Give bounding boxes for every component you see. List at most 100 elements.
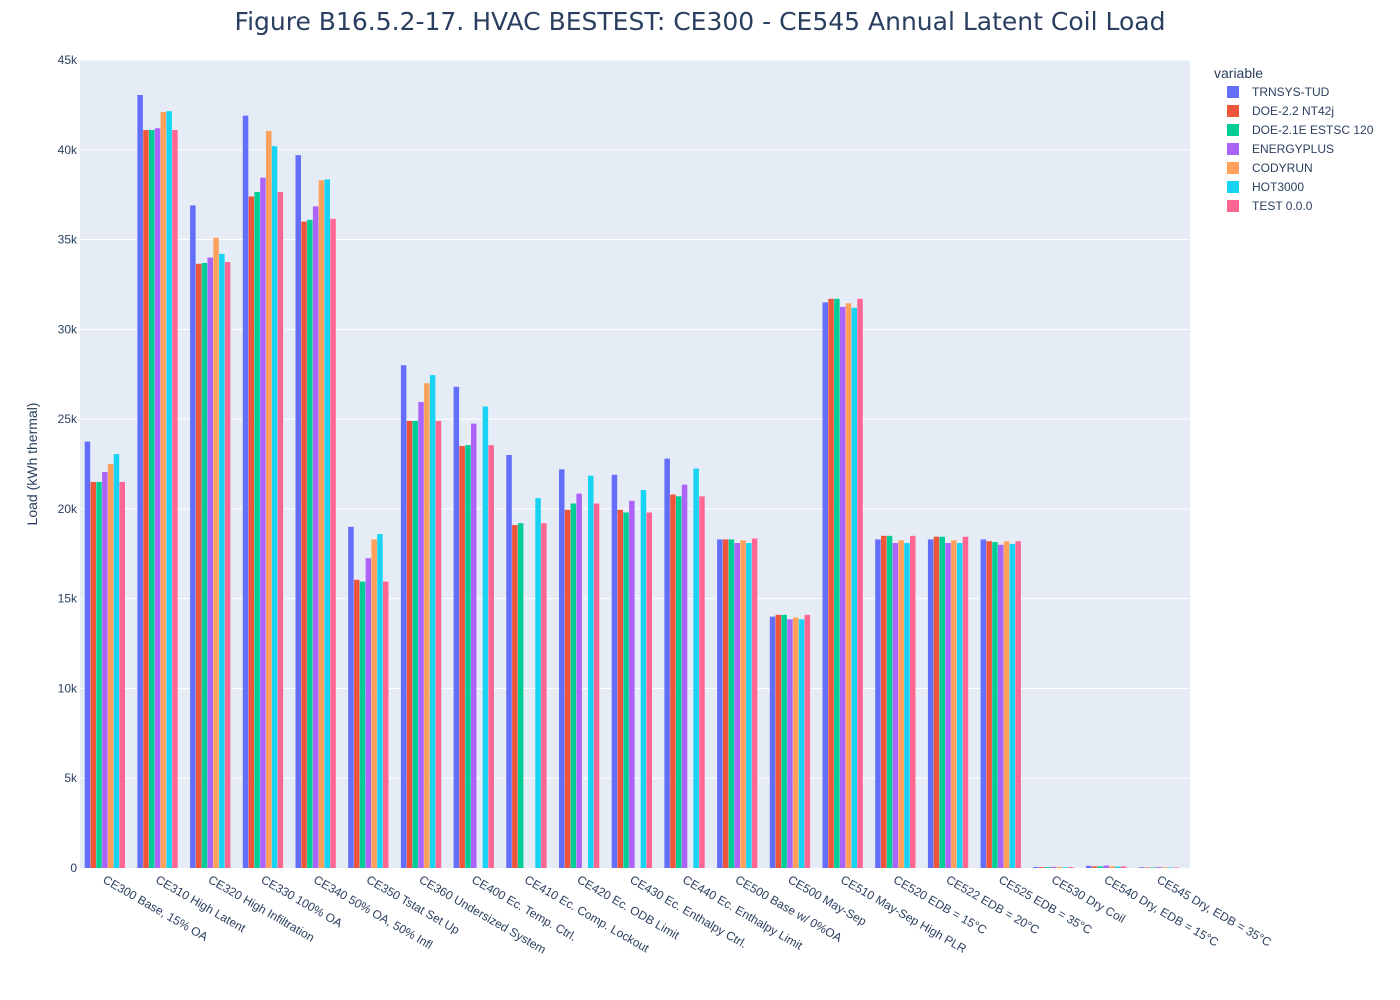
bar[interactable] bbox=[301, 221, 307, 869]
bar[interactable] bbox=[962, 536, 969, 868]
bar[interactable] bbox=[354, 579, 360, 868]
bar[interactable] bbox=[681, 484, 688, 868]
bar[interactable] bbox=[330, 218, 336, 868]
bar[interactable] bbox=[886, 535, 893, 868]
bar[interactable] bbox=[195, 263, 202, 868]
bar[interactable] bbox=[956, 543, 963, 868]
bar[interactable] bbox=[96, 481, 102, 868]
bar[interactable] bbox=[172, 130, 178, 868]
bar[interactable] bbox=[90, 481, 97, 868]
bar[interactable] bbox=[348, 526, 354, 868]
bar[interactable] bbox=[570, 503, 577, 869]
bar[interactable] bbox=[406, 420, 413, 868]
bar[interactable] bbox=[693, 468, 699, 868]
bar[interactable] bbox=[881, 535, 887, 868]
bar[interactable] bbox=[312, 206, 319, 869]
bar[interactable] bbox=[1138, 867, 1145, 868]
bar[interactable] bbox=[190, 205, 196, 868]
legend-item[interactable]: DOE-2.1E ESTSC 120 bbox=[1227, 123, 1374, 137]
bar[interactable] bbox=[143, 130, 149, 868]
bar[interactable] bbox=[998, 544, 1004, 868]
bar[interactable] bbox=[1115, 866, 1121, 868]
bar[interactable] bbox=[535, 498, 541, 868]
bar[interactable] bbox=[307, 219, 313, 869]
bar[interactable] bbox=[254, 191, 260, 869]
bar[interactable] bbox=[1039, 867, 1045, 868]
bar[interactable] bbox=[1068, 867, 1074, 868]
bar[interactable] bbox=[113, 454, 120, 868]
bar[interactable] bbox=[506, 455, 512, 868]
bar[interactable] bbox=[717, 539, 723, 868]
legend-item[interactable]: DOE-2.2 NT42j bbox=[1227, 104, 1334, 118]
bar[interactable] bbox=[793, 617, 799, 868]
bar[interactable] bbox=[207, 257, 214, 868]
bar[interactable] bbox=[465, 445, 471, 868]
bar[interactable] bbox=[822, 302, 829, 868]
bar[interactable] bbox=[260, 177, 266, 869]
bar[interactable] bbox=[271, 146, 278, 868]
bar[interactable] bbox=[400, 365, 407, 868]
bar[interactable] bbox=[248, 196, 255, 868]
bar[interactable] bbox=[670, 494, 676, 868]
bar[interactable] bbox=[1062, 867, 1068, 868]
bar[interactable] bbox=[564, 509, 571, 868]
bar[interactable] bbox=[798, 619, 805, 868]
legend-item[interactable]: ENERGYPLUS bbox=[1227, 142, 1334, 156]
legend-item[interactable]: HOT3000 bbox=[1227, 180, 1304, 194]
bar[interactable] bbox=[828, 298, 834, 868]
bar[interactable] bbox=[1086, 865, 1092, 868]
bar[interactable] bbox=[149, 130, 155, 868]
legend-item[interactable]: TEST 0.0.0 bbox=[1227, 199, 1313, 213]
bar[interactable] bbox=[435, 420, 442, 868]
bar[interactable] bbox=[775, 614, 782, 868]
bar[interactable] bbox=[377, 534, 383, 868]
bar[interactable] bbox=[851, 307, 858, 868]
bar[interactable] bbox=[839, 306, 846, 868]
bar[interactable] bbox=[933, 536, 940, 868]
bar[interactable] bbox=[365, 558, 372, 868]
bar[interactable] bbox=[383, 581, 389, 868]
bar[interactable] bbox=[102, 472, 108, 868]
bar[interactable] bbox=[160, 112, 167, 868]
bar[interactable] bbox=[1161, 867, 1168, 868]
bar[interactable] bbox=[769, 616, 776, 868]
bar[interactable] bbox=[845, 303, 852, 868]
bar[interactable] bbox=[746, 543, 752, 868]
bar[interactable] bbox=[751, 538, 758, 868]
bar[interactable] bbox=[488, 445, 494, 868]
bar[interactable] bbox=[277, 191, 284, 869]
bar[interactable] bbox=[1009, 543, 1016, 868]
bar[interactable] bbox=[412, 420, 419, 868]
bar[interactable] bbox=[898, 540, 904, 868]
bar[interactable] bbox=[588, 475, 594, 868]
bar[interactable] bbox=[804, 614, 811, 868]
bar[interactable] bbox=[119, 481, 126, 868]
bar[interactable] bbox=[107, 464, 114, 868]
bar[interactable] bbox=[295, 155, 302, 868]
bar[interactable] bbox=[418, 402, 424, 868]
bar[interactable] bbox=[699, 496, 705, 868]
bar[interactable] bbox=[482, 406, 489, 868]
bar[interactable] bbox=[576, 493, 582, 868]
bar[interactable] bbox=[1015, 541, 1021, 868]
bar[interactable] bbox=[1097, 866, 1104, 868]
bar[interactable] bbox=[951, 540, 957, 868]
bar[interactable] bbox=[676, 496, 682, 868]
bar[interactable] bbox=[429, 375, 436, 868]
legend-item[interactable]: CODYRUN bbox=[1227, 161, 1313, 175]
bar[interactable] bbox=[1003, 541, 1010, 868]
bar[interactable] bbox=[927, 539, 934, 868]
bar[interactable] bbox=[1156, 867, 1162, 868]
bar[interactable] bbox=[224, 262, 231, 868]
bar[interactable] bbox=[787, 619, 793, 868]
bar[interactable] bbox=[453, 386, 460, 868]
bar[interactable] bbox=[910, 535, 916, 868]
bar[interactable] bbox=[1103, 865, 1109, 868]
bar[interactable] bbox=[875, 539, 881, 868]
bar[interactable] bbox=[992, 542, 998, 868]
bar[interactable] bbox=[1033, 866, 1039, 868]
bar[interactable] bbox=[664, 458, 670, 868]
legend-item[interactable]: TRNSYS-TUD bbox=[1227, 85, 1330, 99]
bar[interactable] bbox=[945, 543, 951, 868]
legend[interactable]: variable TRNSYS-TUD DOE-2.2 NT42j DOE-2.1E… bbox=[1214, 65, 1374, 213]
